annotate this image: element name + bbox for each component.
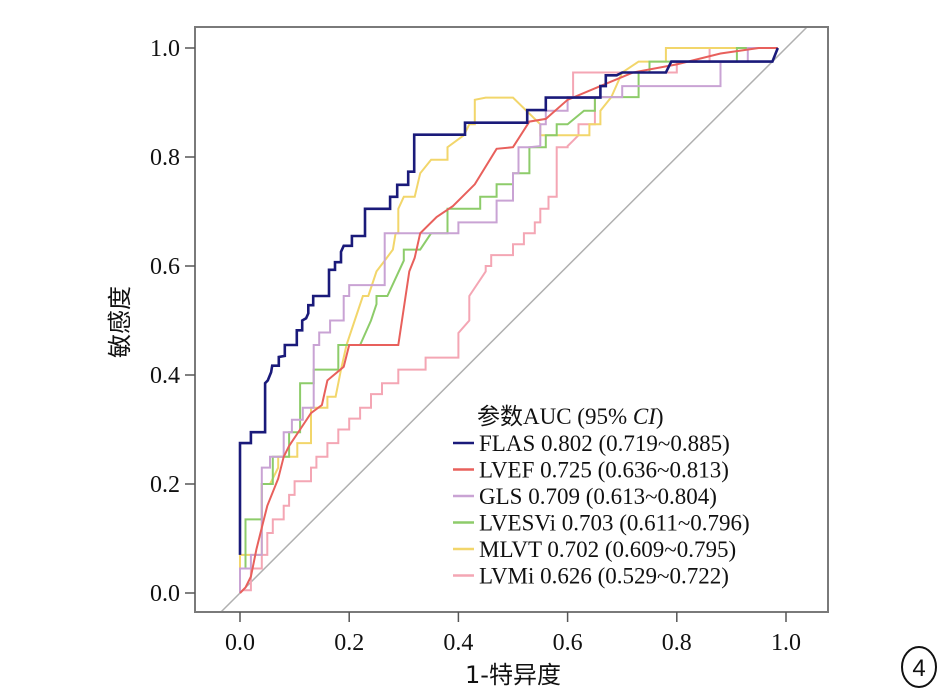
panel-label-text: 4	[912, 655, 925, 682]
legend-item-gls: GLS 0.709 (0.613~0.804)	[453, 484, 717, 509]
panel-label-circle	[901, 646, 937, 688]
series-line-flas	[238, 47, 780, 555]
reference-diagonal	[220, 26, 808, 613]
y-tick-label: 0.8	[150, 145, 180, 171]
x-axis-title: 1-特异度	[465, 661, 561, 689]
legend-label: LVMi 0.626 (0.529~0.722)	[479, 564, 729, 589]
y-tick-label: 0.6	[150, 254, 180, 280]
x-tick-label: 0.4	[443, 630, 473, 656]
legend-item-lvesvi: LVESVi 0.703 (0.611~0.796)	[453, 511, 750, 536]
series-line-lvmi	[239, 47, 776, 594]
legend-item-lvef: LVEF 0.725 (0.636~0.813)	[453, 458, 729, 483]
y-axis-title: 敏感度	[106, 286, 134, 358]
plot-frame	[194, 26, 829, 613]
x-tick-label: 0.0	[225, 630, 255, 656]
y-tick-label: 0.4	[150, 363, 180, 389]
x-tick-label: 1.0	[771, 630, 801, 656]
legend-label: GLS 0.709 (0.613~0.804)	[479, 484, 717, 509]
legend-item-flas: FLAS 0.802 (0.719~0.885)	[453, 431, 730, 456]
legend: 参数AUC (95% CI) FLAS 0.802 (0.719~0.885)L…	[453, 404, 750, 589]
legend-item-lvmi: LVMi 0.626 (0.529~0.722)	[453, 564, 729, 589]
x-tick-label: 0.2	[334, 630, 364, 656]
y-tick-label: 1.0	[150, 36, 180, 62]
series-line-gls	[239, 47, 778, 593]
legend-item-mlvt: MLVT 0.702 (0.609~0.795)	[453, 537, 736, 562]
legend-label: LVESVi 0.703 (0.611~0.796)	[479, 511, 750, 536]
legend-label: LVEF 0.725 (0.636~0.813)	[479, 458, 729, 483]
y-tick-label: 0.2	[150, 472, 180, 498]
legend-label: FLAS 0.802 (0.719~0.885)	[479, 431, 730, 456]
x-tick-label: 0.8	[662, 630, 692, 656]
legend-title: 参数AUC (95% CI)	[477, 404, 664, 429]
legend-label: MLVT 0.702 (0.609~0.795)	[479, 537, 736, 562]
series-line-lvef	[239, 47, 778, 594]
y-tick-label: 0.0	[150, 581, 180, 607]
x-tick-label: 0.6	[553, 630, 583, 656]
panel-label: 4	[901, 646, 937, 688]
